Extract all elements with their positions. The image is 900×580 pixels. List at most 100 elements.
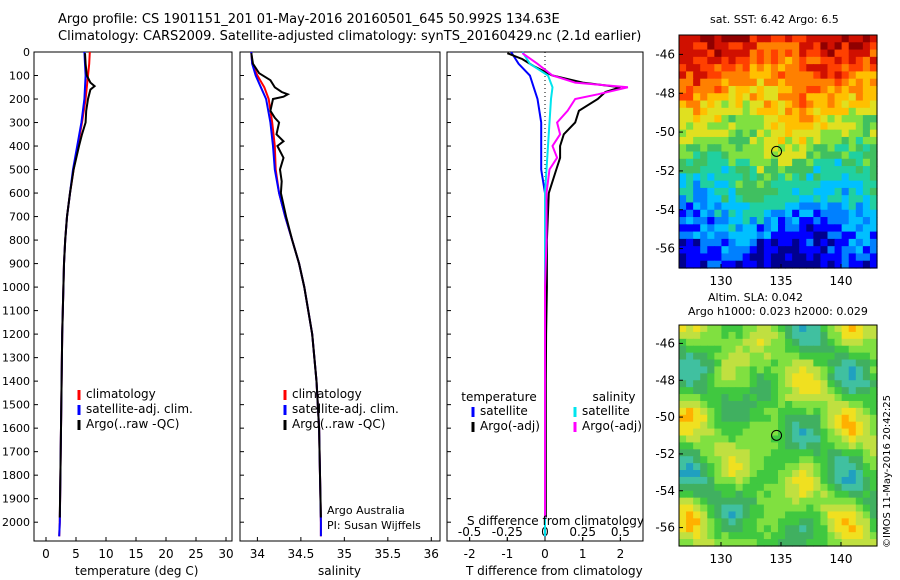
map-cell xyxy=(820,151,829,160)
map-cell xyxy=(827,107,836,116)
map-cell xyxy=(820,380,829,388)
map-cell xyxy=(820,173,829,182)
map-cell xyxy=(693,331,701,340)
map-cell xyxy=(799,173,807,182)
map-cell xyxy=(862,518,871,526)
map-cell xyxy=(785,187,793,196)
map-cell xyxy=(799,180,807,189)
map-cell xyxy=(721,359,730,368)
map-cell xyxy=(735,366,744,374)
map-cell xyxy=(770,504,779,513)
map-cell xyxy=(742,202,751,211)
map-cell xyxy=(799,504,807,513)
map-cell xyxy=(820,470,829,478)
map-cell xyxy=(679,456,687,464)
map-cell xyxy=(700,463,708,471)
map-cell xyxy=(848,449,857,457)
map-cell xyxy=(848,532,857,540)
map-cell xyxy=(686,202,694,211)
map-cell xyxy=(862,525,871,533)
map-cell xyxy=(806,456,814,464)
map-cell xyxy=(862,122,871,131)
credit-label: ©IMOS 11-May-2016 20:42:25 xyxy=(882,395,893,548)
x-tick-label: 35 xyxy=(337,547,352,561)
map-cell xyxy=(813,518,822,526)
map-cell xyxy=(721,435,730,444)
map-cell xyxy=(742,246,751,255)
map-cell xyxy=(862,238,871,247)
map-cell xyxy=(778,202,786,211)
map-cell xyxy=(721,414,730,423)
map-cell xyxy=(827,144,836,153)
map-cell xyxy=(799,260,807,269)
map-cell xyxy=(820,85,829,94)
map-cell xyxy=(785,100,793,109)
map-cell xyxy=(855,352,864,361)
map-cell xyxy=(855,260,864,269)
map-cell xyxy=(841,93,850,102)
map-cell xyxy=(827,463,836,471)
map-cell xyxy=(785,518,793,526)
map-cell xyxy=(728,407,737,416)
map-cell xyxy=(834,435,843,444)
map-cell xyxy=(827,504,836,513)
map-cell xyxy=(848,224,857,233)
map-cell xyxy=(679,35,687,43)
map-cell xyxy=(827,93,836,102)
map-cell xyxy=(855,470,864,478)
map-cell xyxy=(686,151,694,160)
map-cell xyxy=(770,394,779,402)
map-cell xyxy=(869,122,878,131)
map-cell xyxy=(700,511,708,519)
map-cell xyxy=(813,231,822,240)
map-cell xyxy=(841,166,850,174)
map-cell xyxy=(742,180,751,189)
map-cell xyxy=(827,85,836,94)
map-cell xyxy=(756,511,765,519)
map-cell xyxy=(827,122,836,131)
map-cell xyxy=(770,35,779,43)
map-cell xyxy=(700,202,708,211)
map-cell xyxy=(693,260,701,269)
map-cell xyxy=(735,476,744,485)
map-cell xyxy=(799,115,807,123)
map-cell xyxy=(855,166,864,174)
map-cell xyxy=(778,49,786,58)
map-cell xyxy=(778,122,786,131)
map-cell xyxy=(862,476,871,485)
map-cell xyxy=(721,352,730,361)
map-cell xyxy=(778,42,786,51)
map-cell xyxy=(679,136,687,145)
map-cell xyxy=(686,359,694,368)
map-cell xyxy=(785,151,793,160)
map-cell xyxy=(813,100,822,109)
map-cell xyxy=(785,231,793,240)
map-cell xyxy=(869,85,878,94)
map-cell xyxy=(869,338,878,347)
map-cell xyxy=(770,136,779,145)
map-cell xyxy=(686,394,694,402)
map-cell xyxy=(728,476,737,485)
map-cell xyxy=(770,428,779,437)
map-cell xyxy=(848,490,857,499)
map-cell xyxy=(763,85,772,94)
map-cell xyxy=(827,180,836,189)
map-cell xyxy=(792,231,800,240)
map-cell xyxy=(707,470,715,478)
map-cell xyxy=(693,428,701,437)
map-cell xyxy=(820,442,829,450)
map-cell xyxy=(806,532,814,540)
map-cell xyxy=(848,525,857,533)
map-cell xyxy=(700,209,708,218)
map-cell xyxy=(778,195,786,204)
map-cell xyxy=(693,166,701,174)
map-cell xyxy=(749,394,758,402)
map-cell xyxy=(686,345,694,354)
legend-label: Argo(..raw -QC) xyxy=(292,417,385,431)
map-cell xyxy=(848,202,857,211)
map-cell xyxy=(834,470,843,478)
map-cell xyxy=(742,359,751,368)
map-cell xyxy=(820,224,829,233)
map-cell xyxy=(834,122,843,131)
map-cell xyxy=(693,539,701,547)
